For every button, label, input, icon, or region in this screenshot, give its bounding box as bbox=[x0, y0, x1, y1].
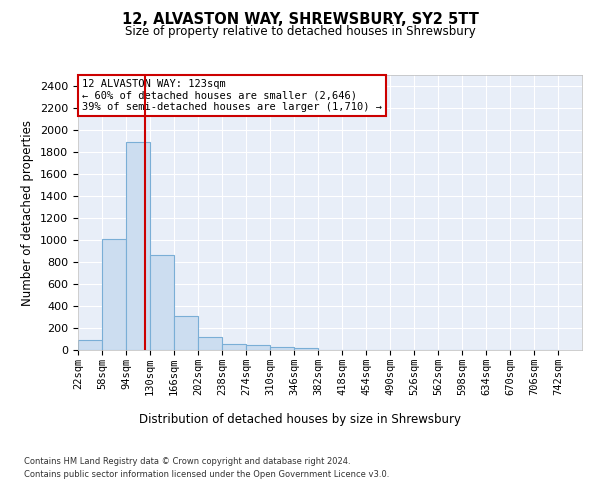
Bar bbox=[270, 347, 294, 350]
Text: 12, ALVASTON WAY, SHREWSBURY, SY2 5TT: 12, ALVASTON WAY, SHREWSBURY, SY2 5TT bbox=[122, 12, 478, 28]
Bar bbox=[222, 344, 246, 350]
Bar bbox=[294, 348, 318, 350]
Bar bbox=[174, 316, 198, 350]
Text: 12 ALVASTON WAY: 123sqm
← 60% of detached houses are smaller (2,646)
39% of semi: 12 ALVASTON WAY: 123sqm ← 60% of detache… bbox=[82, 79, 382, 112]
Y-axis label: Number of detached properties: Number of detached properties bbox=[22, 120, 34, 306]
Bar bbox=[102, 239, 126, 350]
Text: Size of property relative to detached houses in Shrewsbury: Size of property relative to detached ho… bbox=[125, 25, 475, 38]
Bar bbox=[126, 142, 150, 350]
Bar bbox=[150, 256, 174, 350]
Bar bbox=[246, 345, 270, 350]
Text: Contains public sector information licensed under the Open Government Licence v3: Contains public sector information licen… bbox=[24, 470, 389, 479]
Text: Contains HM Land Registry data © Crown copyright and database right 2024.: Contains HM Land Registry data © Crown c… bbox=[24, 458, 350, 466]
Bar bbox=[78, 340, 102, 350]
Bar bbox=[198, 338, 222, 350]
Text: Distribution of detached houses by size in Shrewsbury: Distribution of detached houses by size … bbox=[139, 412, 461, 426]
